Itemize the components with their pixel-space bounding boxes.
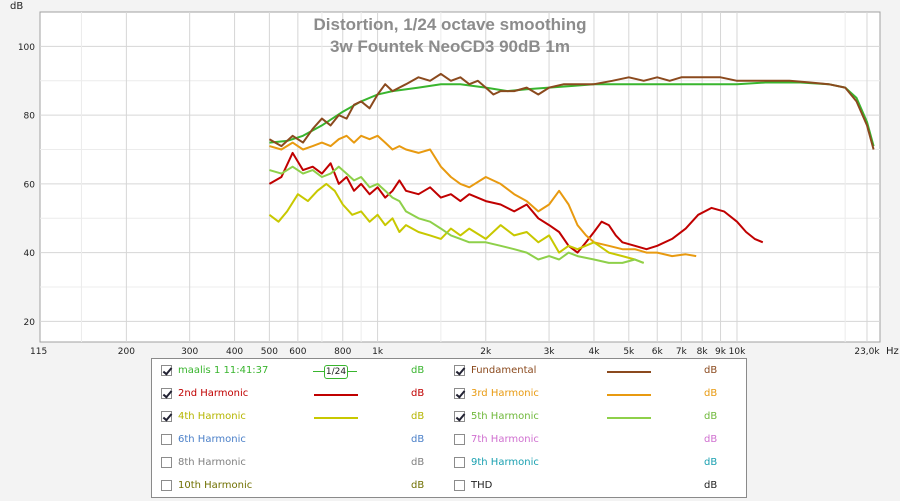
legend-label: THD [471,480,493,491]
legend-label: maalis 1 11:41:37 [178,365,269,376]
x-tick-label: 500 [261,347,278,357]
y-tick-label: 60 [24,180,36,190]
legend-label: 2nd Harmonic [178,388,249,399]
chart-subtitle: 3w Fountek NeoCD3 90dB 1m [330,37,570,56]
x-tick-label: 10k [729,347,746,357]
plot-area [39,11,881,343]
legend-line-sample [314,417,358,419]
legend-item-2nd-harmonic: 2nd Harmonic dB [161,386,451,406]
legend-unit: dB [704,411,718,422]
chart-title: Distortion, 1/24 octave smoothing [314,15,587,34]
legend-item-fundamental: Fundamental dB [454,363,744,383]
legend-label: 10th Harmonic [178,480,253,491]
legend-line-sample [607,394,651,396]
x-tick-label: 9k [715,347,727,357]
x-tick-label: 3k [544,347,556,357]
x-tick-label: 8k [697,347,709,357]
legend-item-3rd-harmonic: 3rd Harmonic dB [454,386,744,406]
y-axis-label: dB [10,1,23,12]
legend-label: 7th Harmonic [471,434,539,445]
legend-checkbox-2nd-harmonic[interactable] [161,388,172,399]
x-tick-label: 800 [334,347,351,357]
x-tick-label: 200 [118,347,135,357]
x-tick-label: 23,0k [854,347,880,357]
series-line-3rd-harmonic [269,134,697,258]
legend-unit: dB [704,434,718,445]
legend-unit: dB [704,457,718,468]
legend-unit: dB [704,388,718,399]
legend-label: 9th Harmonic [471,457,539,468]
x-tick-label: 4k [588,347,600,357]
series-line-5th-harmonic [269,165,645,264]
grid-lines [40,12,880,342]
legend-checkbox-10th-harmonic[interactable] [161,480,172,491]
legend: maalis 1 11:41:37 1/24 dB Fundamental dB 2nd … [151,358,747,498]
legend-checkbox-fundamental[interactable] [454,365,465,376]
legend-unit: dB [411,411,425,422]
legend-label: 4th Harmonic [178,411,246,422]
y-tick-label: 20 [24,318,36,328]
legend-checkbox-9th-harmonic[interactable] [454,457,465,468]
series-line-4th-harmonic [268,182,645,264]
legend-checkbox-4th-harmonic[interactable] [161,411,172,422]
legend-item-4th-harmonic: 4th Harmonic dB [161,409,451,429]
smoothing-value: 1/24 [324,365,348,379]
series-layer [268,72,875,264]
legend-checkbox-6th-harmonic[interactable] [161,434,172,445]
legend-unit: dB [411,457,425,468]
legend-checkbox-7th-harmonic[interactable] [454,434,465,445]
legend-item-thd: THD dB [454,478,744,498]
legend-label: 6th Harmonic [178,434,246,445]
legend-label: 8th Harmonic [178,457,246,468]
x-tick-label: 6k [652,347,664,357]
series-line-2nd-harmonic [268,151,764,254]
x-tick-label: 5k [623,347,635,357]
series-line-fundamental [268,72,875,150]
y-tick-label: 80 [24,112,36,122]
axis-ticks: 20 40 60 80 100 115 200 300 400 500 600 800 1k 2k 3k 4k… [18,43,881,357]
smoothing-selector[interactable]: 1/24 [313,365,357,379]
x-tick-label: 7k [676,347,688,357]
x-tick-label: 2k [480,347,492,357]
legend-item-5th-harmonic: 5th Harmonic dB [454,409,744,429]
legend-line-sample [607,417,651,419]
legend-label: Fundamental [471,365,537,376]
x-tick-label: 115 [30,347,47,357]
legend-item-9th-harmonic: 9th Harmonic dB [454,455,744,475]
legend-checkbox-3rd-harmonic[interactable] [454,388,465,399]
legend-unit: dB [411,480,425,491]
distortion-chart: 20 40 60 80 100 115 200 300 400 500 600 800 1k 2k 3k 4k… [10,1,899,357]
x-tick-label: 1k [372,347,384,357]
legend-line-sample [607,371,651,373]
legend-item-6th-harmonic: 6th Harmonic dB [161,432,451,452]
legend-item-10th-harmonic: 10th Harmonic dB [161,478,451,498]
legend-checkbox-maalis-1-11-41-37[interactable] [161,365,172,376]
legend-unit: dB [704,480,718,491]
y-tick-label: 100 [18,43,35,53]
x-axis-unit-label: Hz [886,346,899,357]
legend-item-7th-harmonic: 7th Harmonic dB [454,432,744,452]
legend-unit: dB [411,365,425,376]
legend-checkbox-8th-harmonic[interactable] [161,457,172,468]
x-tick-label: 300 [181,347,198,357]
legend-item-8th-harmonic: 8th Harmonic dB [161,455,451,475]
legend-line-sample [314,394,358,396]
y-tick-label: 40 [24,249,36,259]
legend-label: 5th Harmonic [471,411,539,422]
legend-unit: dB [411,388,425,399]
legend-unit: dB [704,365,718,376]
x-tick-label: 600 [289,347,306,357]
legend-label: 3rd Harmonic [471,388,539,399]
legend-unit: dB [411,434,425,445]
x-tick-label: 400 [226,347,243,357]
legend-checkbox-thd[interactable] [454,480,465,491]
legend-item-maalis-1-11-41-37: maalis 1 11:41:37 1/24 dB [161,363,451,383]
legend-checkbox-5th-harmonic[interactable] [454,411,465,422]
